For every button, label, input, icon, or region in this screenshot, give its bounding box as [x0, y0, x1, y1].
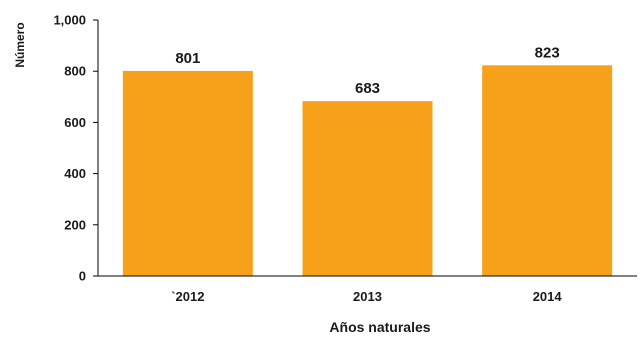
x-axis-title: Años naturales	[329, 319, 430, 335]
bar-value-label: 683	[355, 80, 380, 97]
bars: 801 683 823	[122, 44, 613, 276]
bar-2	[482, 65, 613, 276]
y-tick-label: 400	[64, 166, 86, 181]
y-tick-label: 1,000	[53, 13, 86, 28]
bar-value-label: 801	[175, 50, 200, 67]
y-tick-label: 600	[64, 115, 86, 130]
x-tick-label: `2012	[171, 289, 204, 304]
y-axis-ticks: 0 200 400 600 800 1,000	[53, 13, 98, 284]
y-tick-label: 800	[64, 64, 86, 79]
x-tick-label: 2013	[353, 289, 382, 304]
bar-1	[302, 101, 433, 276]
bar-0	[122, 70, 253, 276]
x-tick-label: 2014	[533, 289, 563, 304]
y-axis-title: Número	[13, 22, 27, 67]
y-tick-label: 200	[64, 217, 86, 232]
bar-value-label: 823	[535, 44, 560, 61]
y-tick-label: 0	[79, 269, 86, 284]
x-axis-ticks: `2012 2013 2014	[171, 289, 562, 304]
